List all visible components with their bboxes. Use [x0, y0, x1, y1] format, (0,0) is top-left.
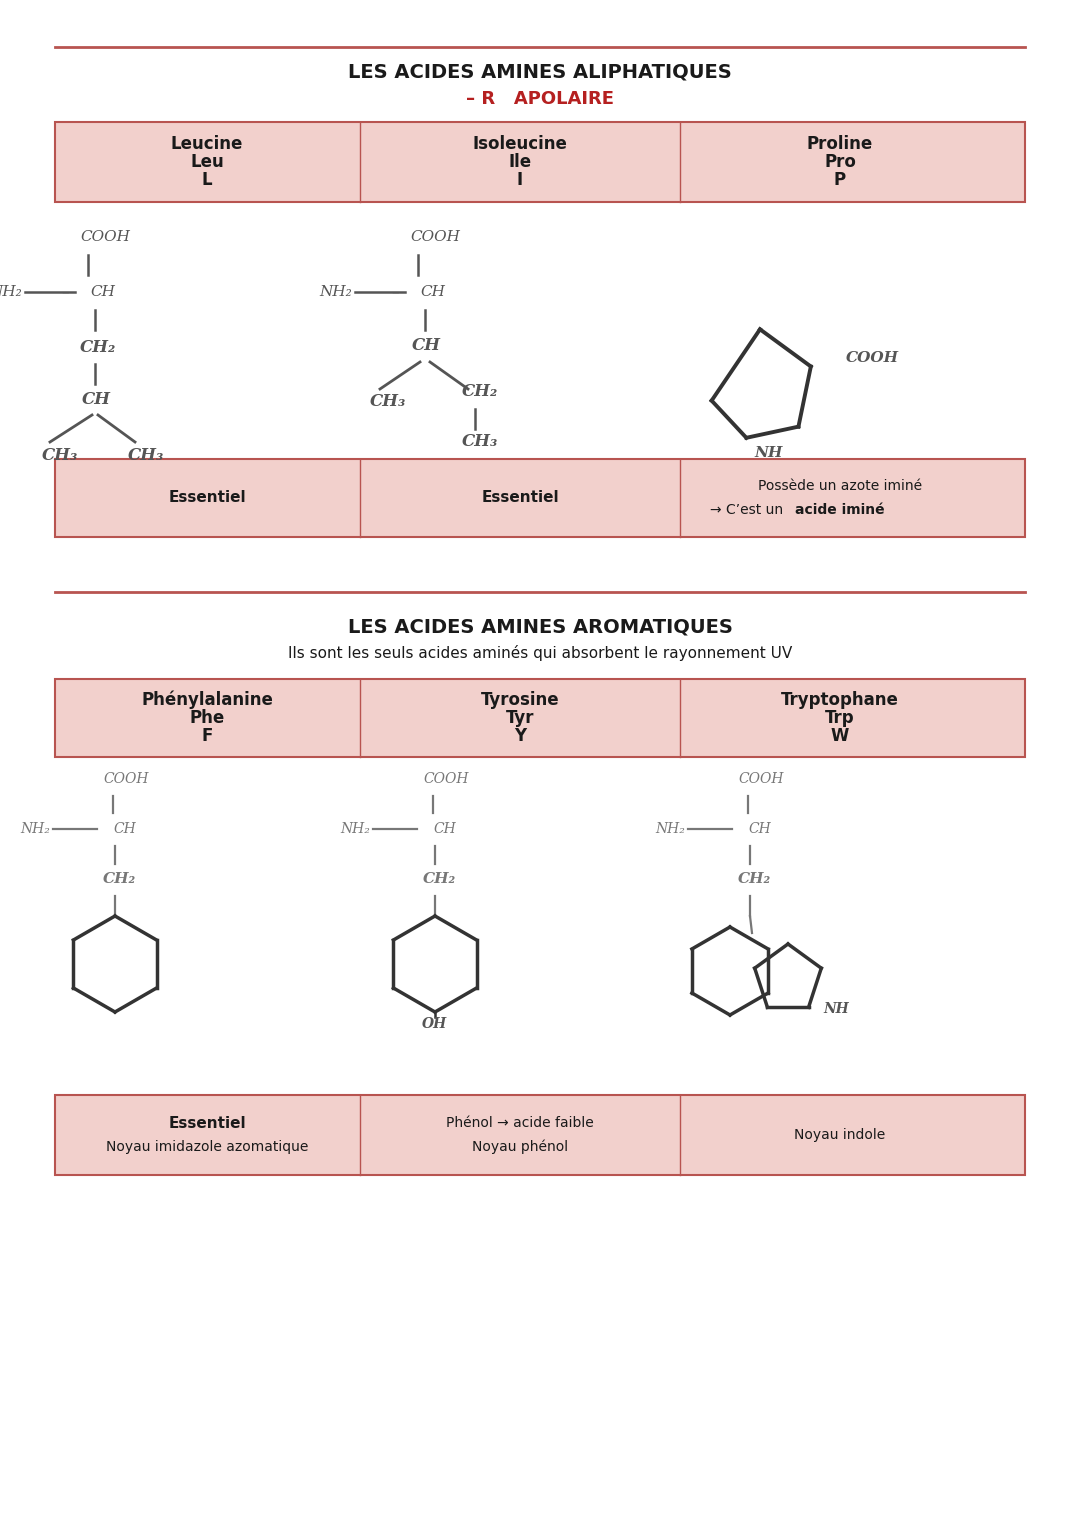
- Text: NH₂: NH₂: [21, 822, 50, 835]
- Text: Essentiel: Essentiel: [482, 490, 558, 505]
- Text: COOH: COOH: [846, 351, 899, 365]
- Text: Tyr: Tyr: [505, 709, 535, 727]
- Text: acide iminé: acide iminé: [795, 502, 885, 518]
- Text: F: F: [201, 727, 213, 745]
- Text: CH: CH: [82, 391, 111, 408]
- Text: Essentiel: Essentiel: [168, 490, 246, 505]
- Text: Possède un azote iminé: Possède un azote iminé: [758, 479, 922, 493]
- Text: COOH: COOH: [423, 773, 469, 786]
- Text: L: L: [202, 171, 213, 189]
- Text: W: W: [831, 727, 849, 745]
- Text: I: I: [517, 171, 523, 189]
- Text: Noyau indole: Noyau indole: [795, 1128, 886, 1142]
- Text: CH₂: CH₂: [462, 383, 498, 400]
- Text: Phe: Phe: [189, 709, 225, 727]
- Text: LES ACIDES AMINES AROMATIQUES: LES ACIDES AMINES AROMATIQUES: [348, 617, 732, 637]
- Text: OH: OH: [422, 1017, 447, 1031]
- Text: Ils sont les seuls acides aminés qui absorbent le rayonnement UV: Ils sont les seuls acides aminés qui abs…: [288, 644, 792, 661]
- Text: COOH: COOH: [80, 231, 130, 244]
- Text: Pro: Pro: [824, 153, 856, 171]
- Text: –: –: [62, 284, 69, 299]
- Text: Essentiel: Essentiel: [168, 1116, 246, 1130]
- Text: CH: CH: [113, 822, 136, 835]
- Text: CH₂: CH₂: [103, 872, 136, 886]
- Text: CH: CH: [748, 822, 771, 835]
- Text: Tryptophane: Tryptophane: [781, 692, 899, 709]
- Text: Leucine: Leucine: [171, 134, 243, 153]
- Text: NH: NH: [754, 446, 783, 460]
- Text: Noyau phénol: Noyau phénol: [472, 1139, 568, 1154]
- Text: CH₃: CH₃: [462, 434, 498, 450]
- Text: Isoleucine: Isoleucine: [473, 134, 567, 153]
- Text: → C’est un: → C’est un: [710, 502, 787, 518]
- Text: COOH: COOH: [103, 773, 149, 786]
- Bar: [55, 122, 1025, 202]
- Text: –: –: [391, 284, 399, 299]
- Bar: [55, 460, 1025, 538]
- Text: CH: CH: [433, 822, 456, 835]
- Text: Y: Y: [514, 727, 526, 745]
- Text: Phénylalanine: Phénylalanine: [141, 690, 273, 709]
- Text: CH: CH: [90, 286, 114, 299]
- Text: CH₃: CH₃: [370, 394, 406, 411]
- Text: CH₃: CH₃: [129, 446, 164, 464]
- Text: NH₂: NH₂: [320, 286, 352, 299]
- Text: NH: NH: [823, 1002, 849, 1015]
- Text: CH₂: CH₂: [80, 339, 117, 356]
- Text: CH: CH: [411, 336, 441, 353]
- Text: Proline: Proline: [807, 134, 873, 153]
- Text: COOH: COOH: [410, 231, 460, 244]
- Text: NH₂: NH₂: [656, 822, 685, 835]
- Bar: [55, 680, 1025, 757]
- Bar: [55, 1095, 1025, 1174]
- Text: CH: CH: [420, 286, 445, 299]
- Text: Noyau imidazole azomatique: Noyau imidazole azomatique: [106, 1141, 308, 1154]
- Text: CH₃: CH₃: [42, 446, 78, 464]
- Text: COOH: COOH: [738, 773, 783, 786]
- Text: Leu: Leu: [190, 153, 224, 171]
- Text: Trp: Trp: [825, 709, 854, 727]
- Text: Ile: Ile: [509, 153, 531, 171]
- Text: – R   APOLAIRE: – R APOLAIRE: [465, 90, 615, 108]
- Text: Tyrosine: Tyrosine: [481, 692, 559, 709]
- Text: Phénol → acide faible: Phénol → acide faible: [446, 1116, 594, 1130]
- Text: CH₂: CH₂: [738, 872, 771, 886]
- Text: NH₂: NH₂: [0, 286, 22, 299]
- Text: LES ACIDES AMINES ALIPHATIQUES: LES ACIDES AMINES ALIPHATIQUES: [348, 63, 732, 81]
- Text: NH₂: NH₂: [340, 822, 370, 835]
- Text: CH₂: CH₂: [423, 872, 456, 886]
- Text: P: P: [834, 171, 846, 189]
